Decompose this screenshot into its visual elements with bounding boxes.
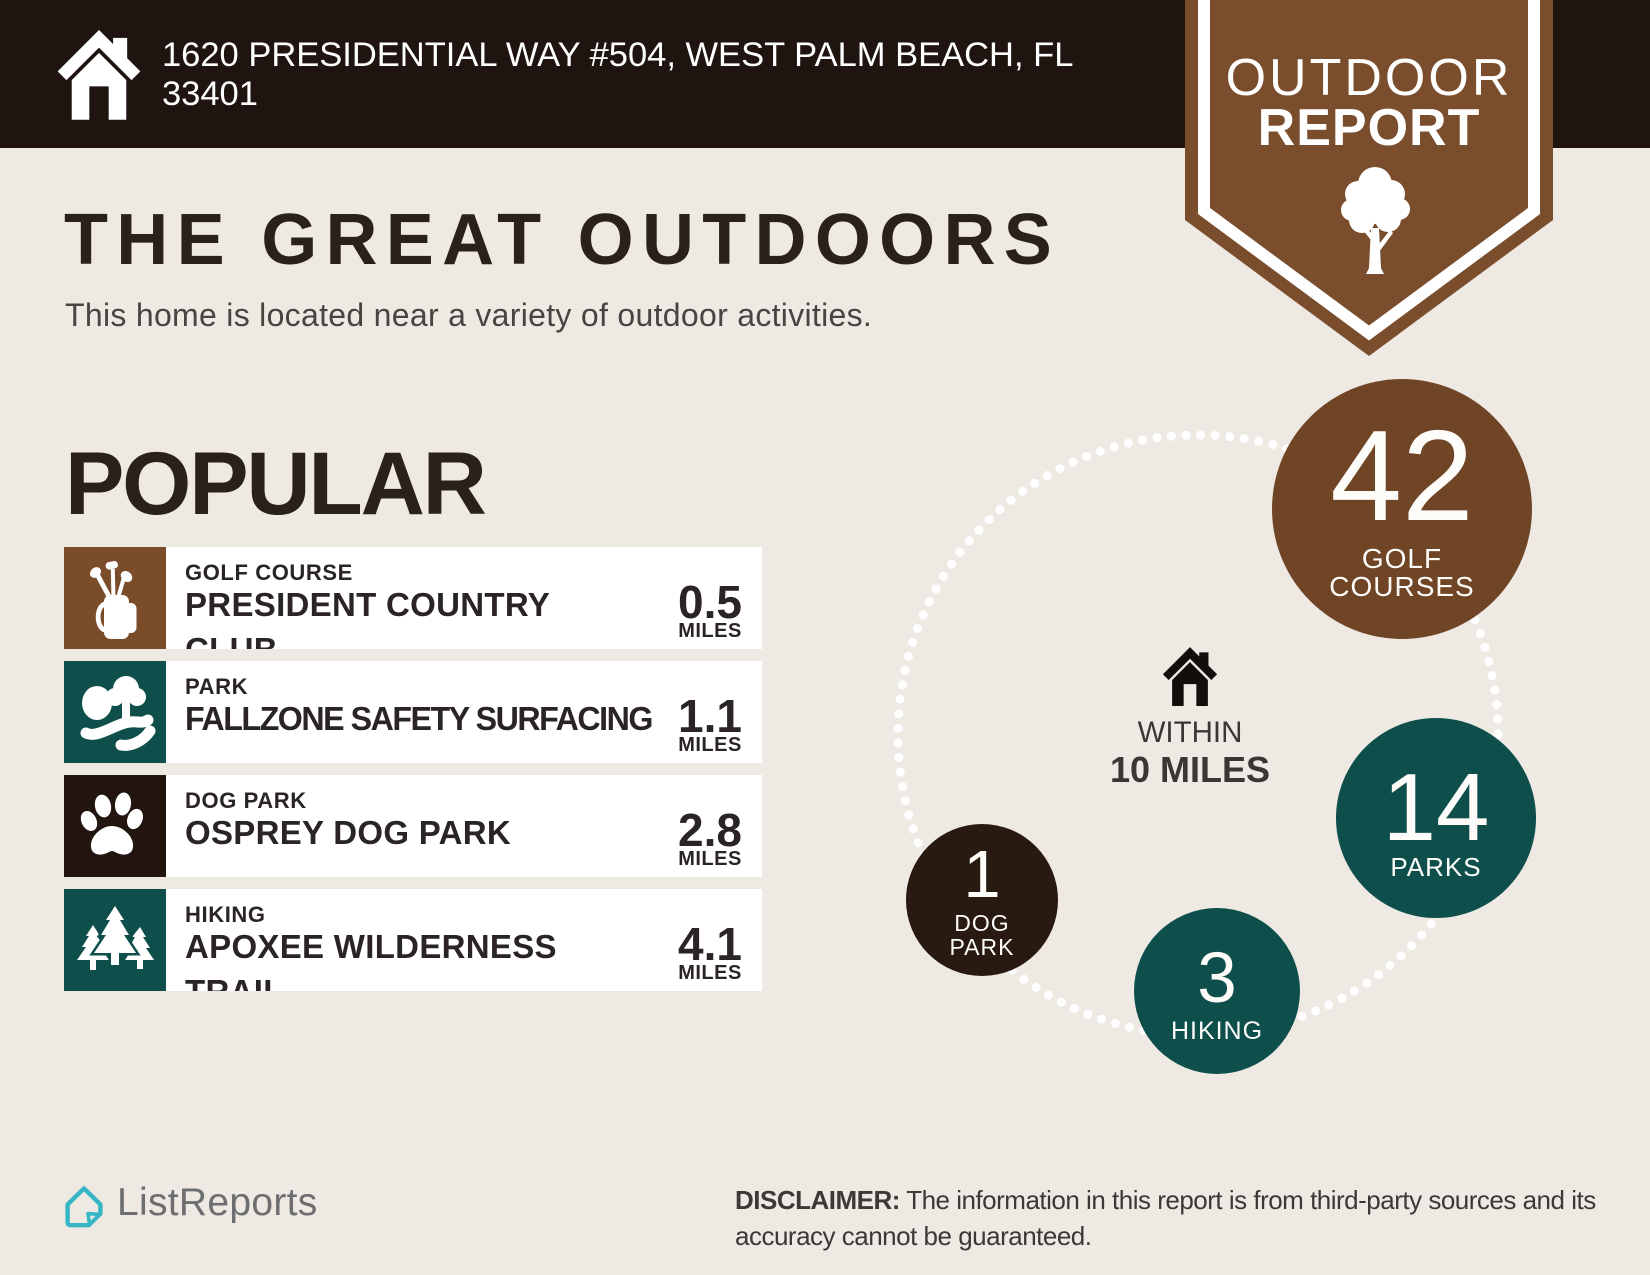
- svg-text:REPORT: REPORT: [1258, 99, 1481, 157]
- svg-text:OUTDOOR: OUTDOOR: [1226, 49, 1513, 107]
